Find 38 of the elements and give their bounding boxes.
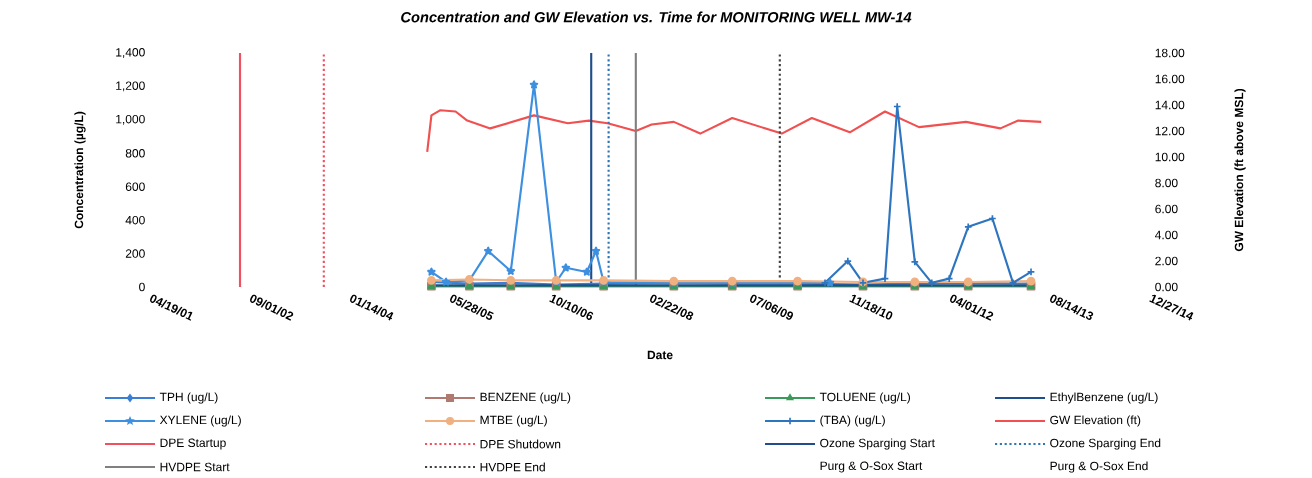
legend-label: TPH (ug/L) [159, 392, 218, 404]
y-tick-label: 1,200 [116, 81, 145, 92]
legend-label: DPE Startup [160, 438, 226, 450]
y2-tick-label: 10.00 [1155, 152, 1185, 162]
legend-label: XYLENE (ug/L) [159, 415, 241, 427]
y-tick-label: 1,400 [116, 48, 145, 58]
y2-tick-label: 2.00 [1155, 256, 1178, 266]
y2-tick-label: 4.00 [1155, 230, 1178, 240]
legend-label: HVDPE End [480, 462, 545, 472]
y2-tick-label: 8.00 [1155, 178, 1178, 188]
y2-tick-label: 12.00 [1155, 126, 1185, 136]
text: Purg & O-Sox Start [820, 461, 923, 473]
text: Purg & O-Sox End [1050, 461, 1148, 473]
legend-label: DPE Shutdown [480, 439, 561, 449]
legend-label: EthylBenzene (ug/L) [1050, 392, 1158, 404]
y2-tick-label: 18.00 [1155, 48, 1185, 58]
legend-label: BENZENE (ug/L) [480, 392, 571, 404]
y-tick-label: 800 [125, 149, 145, 158]
legend-label: Ozone Sparging End [1050, 438, 1161, 450]
y-axis-title: Concentration (µg/L) [74, 111, 86, 229]
y2-tick-label: 6.00 [1155, 204, 1178, 214]
y2-tick-label: 16.00 [1155, 74, 1185, 84]
y2-tick-label: 14.00 [1155, 100, 1185, 110]
legend-label: GW Elevation (ft) [1050, 415, 1141, 427]
y2-axis-title: GW Elevation (ft above MSL) [1234, 88, 1246, 252]
y2-tick-label: 0.00 [1155, 282, 1178, 292]
legend-label: HVDPE Start [160, 462, 230, 472]
y-tick-label: 400 [125, 215, 145, 225]
x-axis-title: Date [647, 350, 673, 360]
legend-label: (TBA) (ug/L) [820, 415, 885, 427]
legend-label: MTBE (ug/L) [480, 415, 547, 427]
chart-title: Concentration and GW Elevation vs. Time for MONITORING WELL MW-14 [401, 11, 912, 23]
y-tick-label: 200 [125, 249, 145, 258]
y-tick-label: 600 [125, 182, 145, 191]
y-tick-label: 1,000 [116, 114, 145, 125]
legend-label: Ozone Sparging Start [820, 438, 935, 450]
legend-label: TOLUENE (ug/L) [819, 392, 911, 404]
y-tick-label: 0 [139, 282, 145, 292]
